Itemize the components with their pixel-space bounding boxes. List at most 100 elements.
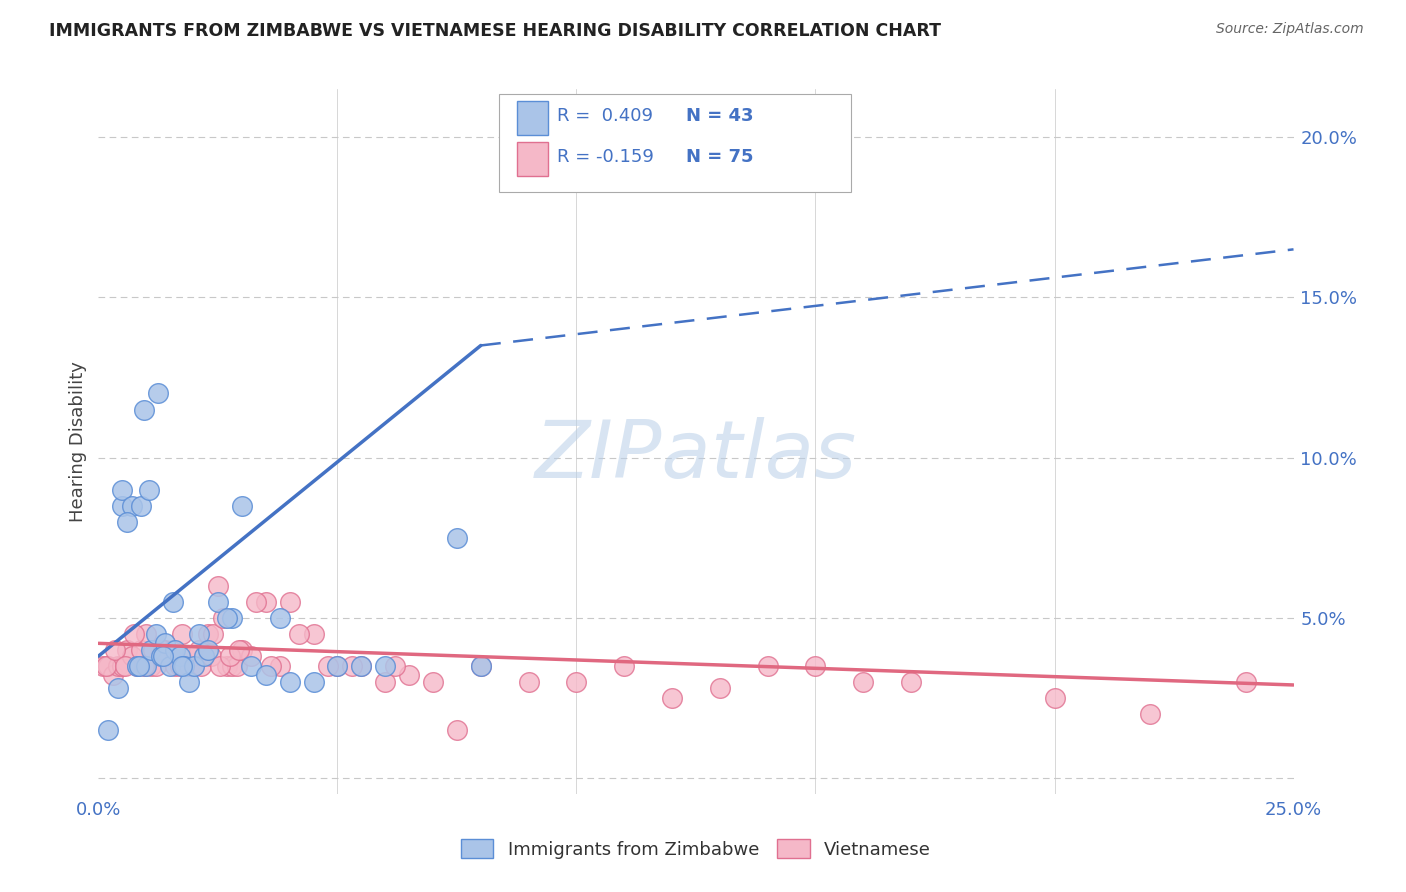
Point bbox=[219, 649, 242, 664]
Point bbox=[121, 649, 143, 664]
Point bbox=[179, 658, 201, 673]
Text: Source: ZipAtlas.com: Source: ZipAtlas.com bbox=[1216, 22, 1364, 37]
Point bbox=[149, 642, 172, 657]
Point bbox=[470, 658, 492, 673]
Point bbox=[384, 658, 406, 673]
Point bbox=[565, 674, 588, 689]
Point bbox=[254, 595, 277, 609]
Point bbox=[94, 658, 117, 673]
Point bbox=[163, 642, 186, 657]
Point bbox=[187, 626, 209, 640]
Point bbox=[446, 723, 468, 737]
Point bbox=[142, 642, 165, 657]
Y-axis label: Hearing Disability: Hearing Disability bbox=[69, 361, 87, 522]
Point bbox=[302, 674, 325, 689]
Text: ZIPatlas: ZIPatlas bbox=[534, 417, 858, 495]
Point bbox=[121, 499, 143, 513]
Point bbox=[852, 674, 875, 689]
Point bbox=[470, 658, 492, 673]
Point bbox=[231, 499, 253, 513]
Point bbox=[374, 658, 396, 673]
Point bbox=[132, 658, 155, 673]
Point bbox=[91, 658, 114, 673]
Point bbox=[613, 658, 636, 673]
Point bbox=[138, 483, 160, 497]
Point bbox=[107, 658, 129, 673]
Point bbox=[245, 595, 267, 609]
Point bbox=[350, 658, 373, 673]
Point bbox=[240, 658, 263, 673]
Point bbox=[254, 668, 277, 682]
Point bbox=[159, 658, 181, 673]
Point bbox=[709, 681, 731, 696]
Point bbox=[661, 690, 683, 705]
Point bbox=[209, 658, 232, 673]
Point bbox=[155, 636, 177, 650]
Point bbox=[217, 658, 239, 673]
Point bbox=[173, 658, 195, 673]
Point bbox=[422, 674, 444, 689]
Point bbox=[145, 658, 167, 673]
Point bbox=[193, 649, 215, 664]
Point bbox=[101, 668, 124, 682]
Point bbox=[217, 611, 239, 625]
Point bbox=[162, 595, 184, 609]
Point bbox=[125, 658, 148, 673]
Point bbox=[145, 626, 167, 640]
Point bbox=[316, 658, 339, 673]
Point bbox=[152, 642, 174, 657]
Point bbox=[169, 649, 191, 664]
Point bbox=[197, 626, 219, 640]
Point bbox=[97, 658, 120, 673]
Point bbox=[1139, 706, 1161, 721]
Point bbox=[900, 674, 922, 689]
Point bbox=[114, 658, 136, 673]
Point bbox=[221, 611, 243, 625]
Text: R = -0.159: R = -0.159 bbox=[557, 148, 654, 166]
Point bbox=[200, 649, 222, 664]
Point bbox=[159, 649, 181, 664]
Point bbox=[125, 658, 148, 673]
Point bbox=[115, 642, 138, 657]
Point bbox=[326, 658, 349, 673]
Point bbox=[124, 626, 146, 640]
Point bbox=[446, 531, 468, 545]
Point bbox=[302, 626, 325, 640]
Point bbox=[132, 402, 155, 417]
Point bbox=[131, 499, 153, 513]
Point bbox=[135, 658, 157, 673]
Point bbox=[340, 658, 363, 673]
Point bbox=[228, 642, 250, 657]
Point bbox=[180, 649, 202, 664]
Point bbox=[517, 674, 540, 689]
Point bbox=[193, 649, 215, 664]
Point bbox=[187, 642, 209, 657]
Text: R =  0.409: R = 0.409 bbox=[557, 107, 652, 125]
Point bbox=[1234, 674, 1257, 689]
Point bbox=[173, 658, 195, 673]
Point bbox=[169, 658, 191, 673]
Point bbox=[278, 595, 301, 609]
Point bbox=[139, 642, 162, 657]
Point bbox=[107, 681, 129, 696]
Point bbox=[111, 499, 134, 513]
Point bbox=[259, 658, 281, 673]
Point bbox=[804, 658, 827, 673]
Point bbox=[155, 642, 177, 657]
Point bbox=[97, 723, 120, 737]
Point bbox=[269, 658, 291, 673]
Point bbox=[172, 658, 194, 673]
Point bbox=[211, 611, 233, 625]
Point bbox=[163, 658, 186, 673]
Point bbox=[240, 649, 263, 664]
Text: N = 75: N = 75 bbox=[686, 148, 754, 166]
Point bbox=[139, 658, 162, 673]
Point bbox=[131, 642, 153, 657]
Point bbox=[104, 642, 127, 657]
Text: IMMIGRANTS FROM ZIMBABWE VS VIETNAMESE HEARING DISABILITY CORRELATION CHART: IMMIGRANTS FROM ZIMBABWE VS VIETNAMESE H… bbox=[49, 22, 941, 40]
Point bbox=[207, 579, 229, 593]
Point bbox=[128, 658, 150, 673]
Point bbox=[152, 649, 174, 664]
Point bbox=[111, 658, 134, 673]
Point bbox=[756, 658, 779, 673]
